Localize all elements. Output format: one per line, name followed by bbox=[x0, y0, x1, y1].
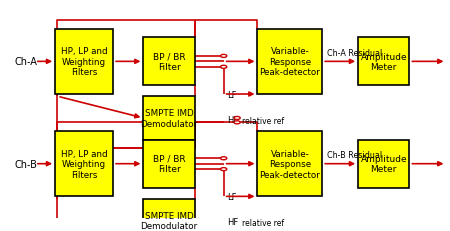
Text: HP, LP and
Weighting
Filters: HP, LP and Weighting Filters bbox=[61, 149, 108, 179]
Text: Ch-A Residual: Ch-A Residual bbox=[327, 49, 382, 58]
Text: HF: HF bbox=[227, 115, 238, 124]
Bar bbox=[55, 30, 113, 95]
Text: BP / BR
Filter: BP / BR Filter bbox=[153, 154, 185, 174]
Text: LF: LF bbox=[227, 90, 237, 99]
Bar bbox=[257, 30, 322, 95]
Circle shape bbox=[220, 157, 227, 160]
Text: Ch-A: Ch-A bbox=[15, 57, 38, 67]
Bar bbox=[358, 140, 410, 188]
Bar bbox=[358, 38, 410, 86]
Circle shape bbox=[234, 121, 240, 124]
Text: relative ref: relative ref bbox=[242, 116, 284, 125]
Bar bbox=[55, 131, 113, 197]
Circle shape bbox=[234, 223, 240, 226]
Text: HF: HF bbox=[227, 217, 238, 226]
Text: Amplitude
Meter: Amplitude Meter bbox=[360, 52, 407, 72]
Text: SMPTE IMD
Demodulator: SMPTE IMD Demodulator bbox=[140, 211, 198, 230]
Text: HP, LP and
Weighting
Filters: HP, LP and Weighting Filters bbox=[61, 47, 108, 77]
Bar bbox=[257, 131, 322, 197]
Bar bbox=[144, 140, 195, 188]
Text: Amplitude
Meter: Amplitude Meter bbox=[360, 154, 407, 174]
Text: Variable-
Response
Peak-detector: Variable- Response Peak-detector bbox=[259, 149, 320, 179]
Text: Ch-B: Ch-B bbox=[15, 159, 38, 169]
Circle shape bbox=[234, 117, 240, 120]
Bar bbox=[144, 38, 195, 86]
Text: Variable-
Response
Peak-detector: Variable- Response Peak-detector bbox=[259, 47, 320, 77]
Circle shape bbox=[220, 66, 227, 69]
Circle shape bbox=[220, 168, 227, 171]
Text: Ch-B Residual: Ch-B Residual bbox=[327, 151, 382, 160]
Bar bbox=[144, 199, 195, 231]
Circle shape bbox=[220, 55, 227, 58]
Text: SMPTE IMD
Demodulator: SMPTE IMD Demodulator bbox=[140, 109, 198, 128]
Text: LF: LF bbox=[227, 192, 237, 201]
Bar bbox=[144, 97, 195, 140]
Circle shape bbox=[234, 219, 240, 222]
Text: relative ref: relative ref bbox=[242, 218, 284, 227]
Text: BP / BR
Filter: BP / BR Filter bbox=[153, 52, 185, 72]
